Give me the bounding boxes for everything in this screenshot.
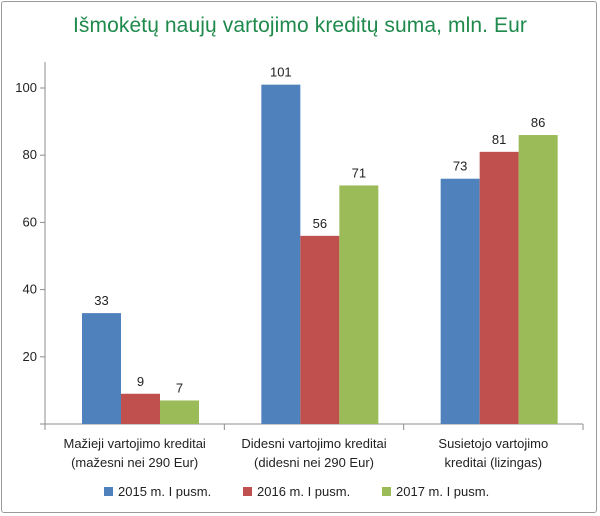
chart-title: Išmokėtų naujų vartojimo kreditų suma, m… <box>72 14 528 37</box>
y-tick-label: 20 <box>23 349 37 364</box>
bar <box>261 84 301 424</box>
category-label: Mažieji vartojimo kreditai <box>64 436 206 451</box>
y-tick-label: 40 <box>23 282 37 297</box>
data-label: 33 <box>94 293 108 308</box>
legend-swatch <box>382 487 391 496</box>
y-tick-label: 100 <box>15 80 37 95</box>
data-label: 81 <box>492 132 506 147</box>
axes: 20 40 60 80 100 <box>15 62 584 430</box>
bar <box>440 178 480 424</box>
bar <box>518 135 558 425</box>
category-label: (mažesni nei 290 Eur) <box>71 455 198 470</box>
data-label: 101 <box>270 65 292 80</box>
category-label: Susietojo vartojimo <box>438 436 548 451</box>
legend: 2015 m. I pusm. 2016 m. I pusm. 2017 m. I … <box>104 484 489 499</box>
data-label: 56 <box>313 216 327 231</box>
data-label: 9 <box>137 374 144 389</box>
bar <box>479 151 519 424</box>
data-label: 86 <box>531 115 545 130</box>
category-labels: Mažieji vartojimo kreditai (mažesni nei 2… <box>64 436 549 470</box>
data-labels: 33 9 7 101 56 71 73 81 86 <box>94 65 545 396</box>
bar <box>300 235 340 424</box>
data-label: 71 <box>352 165 366 180</box>
data-label: 7 <box>176 380 183 395</box>
legend-swatch <box>243 487 252 496</box>
category-label: kreditai (lizingas) <box>445 455 543 470</box>
data-label: 73 <box>453 159 467 174</box>
bars <box>82 84 558 425</box>
bar <box>121 393 160 424</box>
bar <box>339 185 379 424</box>
legend-label: 2017 m. I pusm. <box>396 484 489 499</box>
category-label: (didesni nei 290 Eur) <box>254 455 374 470</box>
y-tick-label: 80 <box>23 147 37 162</box>
bar <box>82 313 121 424</box>
y-tick-label: 60 <box>23 214 37 229</box>
legend-label: 2015 m. I pusm. <box>118 484 211 499</box>
bar <box>160 400 199 424</box>
legend-label: 2016 m. I pusm. <box>257 484 350 499</box>
legend-swatch <box>104 487 113 496</box>
category-label: Didesni vartojimo kreditai <box>241 436 386 451</box>
